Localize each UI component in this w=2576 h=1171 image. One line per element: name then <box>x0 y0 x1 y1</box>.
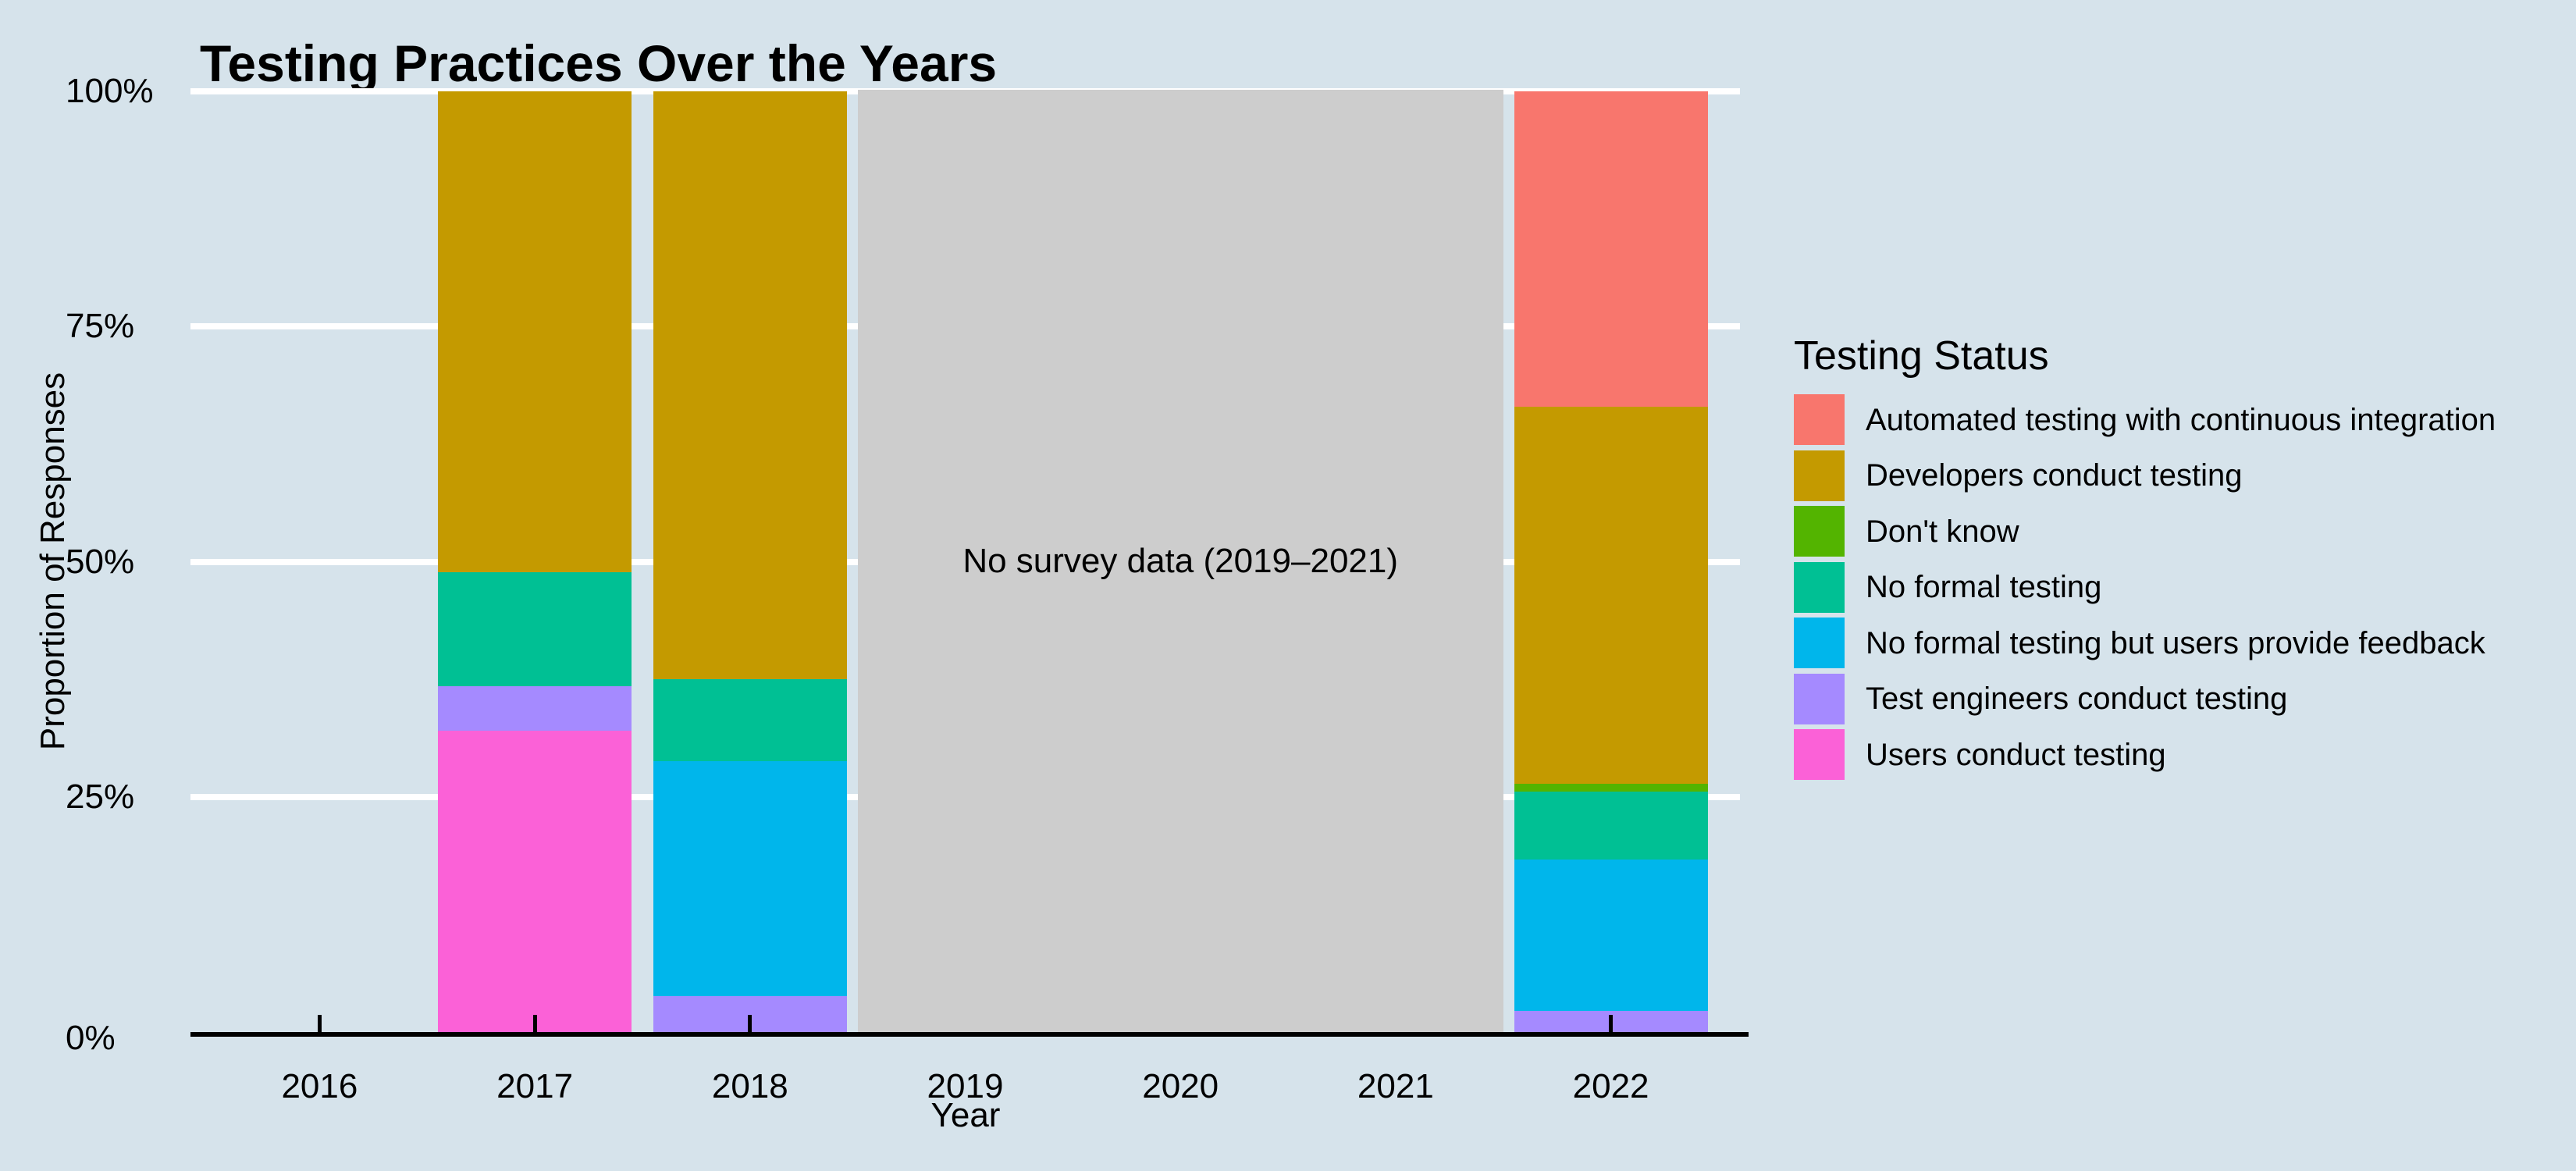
legend-swatch-users-conduct-testing <box>1794 729 1845 780</box>
legend-item-label: Users conduct testing <box>1866 737 2166 772</box>
bar-segment-2022-automated-testing-with-continuous-integration <box>1514 91 1708 407</box>
bar-segment-2018-no-formal-testing <box>653 679 847 761</box>
legend-item-label: Automated testing with continuous integr… <box>1866 402 2496 437</box>
y-tick-label-75: 75% <box>66 307 135 346</box>
legend-item: Test engineers conduct testing <box>1794 673 2574 724</box>
bar-segment-2017-developers-conduct-testing <box>438 91 632 572</box>
bar-segment-2022-don-t-know <box>1514 783 1708 792</box>
y-tick-label-0: 0% <box>66 1019 116 1057</box>
x-tick-label-2017: 2017 <box>496 1067 574 1105</box>
x-axis-tick-2022 <box>1609 1015 1614 1032</box>
legend-item-label: No formal testing but users provide feed… <box>1866 625 2485 660</box>
x-tick-label-2019: 2019 <box>927 1067 1004 1105</box>
legend-swatch-no-formal-testing-but-users-provide-feedback <box>1794 618 1845 668</box>
x-axis-tick-2017 <box>532 1015 537 1032</box>
no-data-annotation: No survey data (2019–2021) <box>962 541 1399 580</box>
legend-item-label: Don't know <box>1866 514 2019 549</box>
bar-segment-2018-no-formal-testing-but-users-provide-feedback <box>653 760 847 997</box>
bar-segment-2018-developers-conduct-testing <box>653 91 847 680</box>
x-axis-tick-2018 <box>748 1015 753 1032</box>
legend-title: Testing Status <box>1794 333 2049 379</box>
bar-segment-2017-test-engineers-conduct-testing <box>438 685 632 731</box>
legend-item: Automated testing with continuous integr… <box>1794 394 2574 445</box>
bar-segment-2022-no-formal-testing <box>1514 791 1708 860</box>
x-tick-label-2021: 2021 <box>1357 1067 1434 1105</box>
legend-item: No formal testing <box>1794 561 2574 613</box>
x-axis-title: Year <box>930 1096 1001 1134</box>
legend-item: Developers conduct testing <box>1794 450 2574 501</box>
bar-segment-2017-no-formal-testing <box>438 571 632 686</box>
no-data-box: No survey data (2019–2021) <box>857 90 1503 1032</box>
chart-title: Testing Practices Over the Years <box>200 34 998 92</box>
x-tick-label-2022: 2022 <box>1572 1067 1649 1105</box>
x-axis-line <box>190 1032 1749 1037</box>
legend-swatch-no-formal-testing <box>1794 561 1845 613</box>
y-tick-label-100: 100% <box>66 72 154 110</box>
x-axis-tick-2016 <box>317 1015 322 1032</box>
y-tick-label-25: 25% <box>66 777 135 816</box>
legend-item-label: No formal testing <box>1866 570 2102 604</box>
y-tick-label-50: 50% <box>66 542 135 581</box>
legend-item-label: Test engineers conduct testing <box>1866 682 2288 716</box>
bar-segment-2022-no-formal-testing-but-users-provide-feedback <box>1514 860 1708 1012</box>
legend-swatch-test-engineers-conduct-testing <box>1794 673 1845 724</box>
legend-item: Don't know <box>1794 506 2574 557</box>
legend-swatch-developers-conduct-testing <box>1794 450 1845 501</box>
y-axis-title: Proportion of Responses <box>34 372 72 751</box>
x-tick-label-2016: 2016 <box>281 1067 358 1105</box>
legend-swatch-automated-testing-with-continuous-integration <box>1794 394 1845 445</box>
legend-item: Users conduct testing <box>1794 729 2574 780</box>
legend-item-label: Developers conduct testing <box>1866 458 2243 493</box>
x-tick-label-2018: 2018 <box>711 1067 788 1105</box>
bar-segment-2017-users-conduct-testing <box>438 731 632 1032</box>
x-tick-label-2020: 2020 <box>1142 1067 1219 1105</box>
legend-item: No formal testing but users provide feed… <box>1794 618 2574 668</box>
legend-swatch-don-t-know <box>1794 506 1845 557</box>
bar-segment-2022-developers-conduct-testing <box>1514 406 1708 784</box>
